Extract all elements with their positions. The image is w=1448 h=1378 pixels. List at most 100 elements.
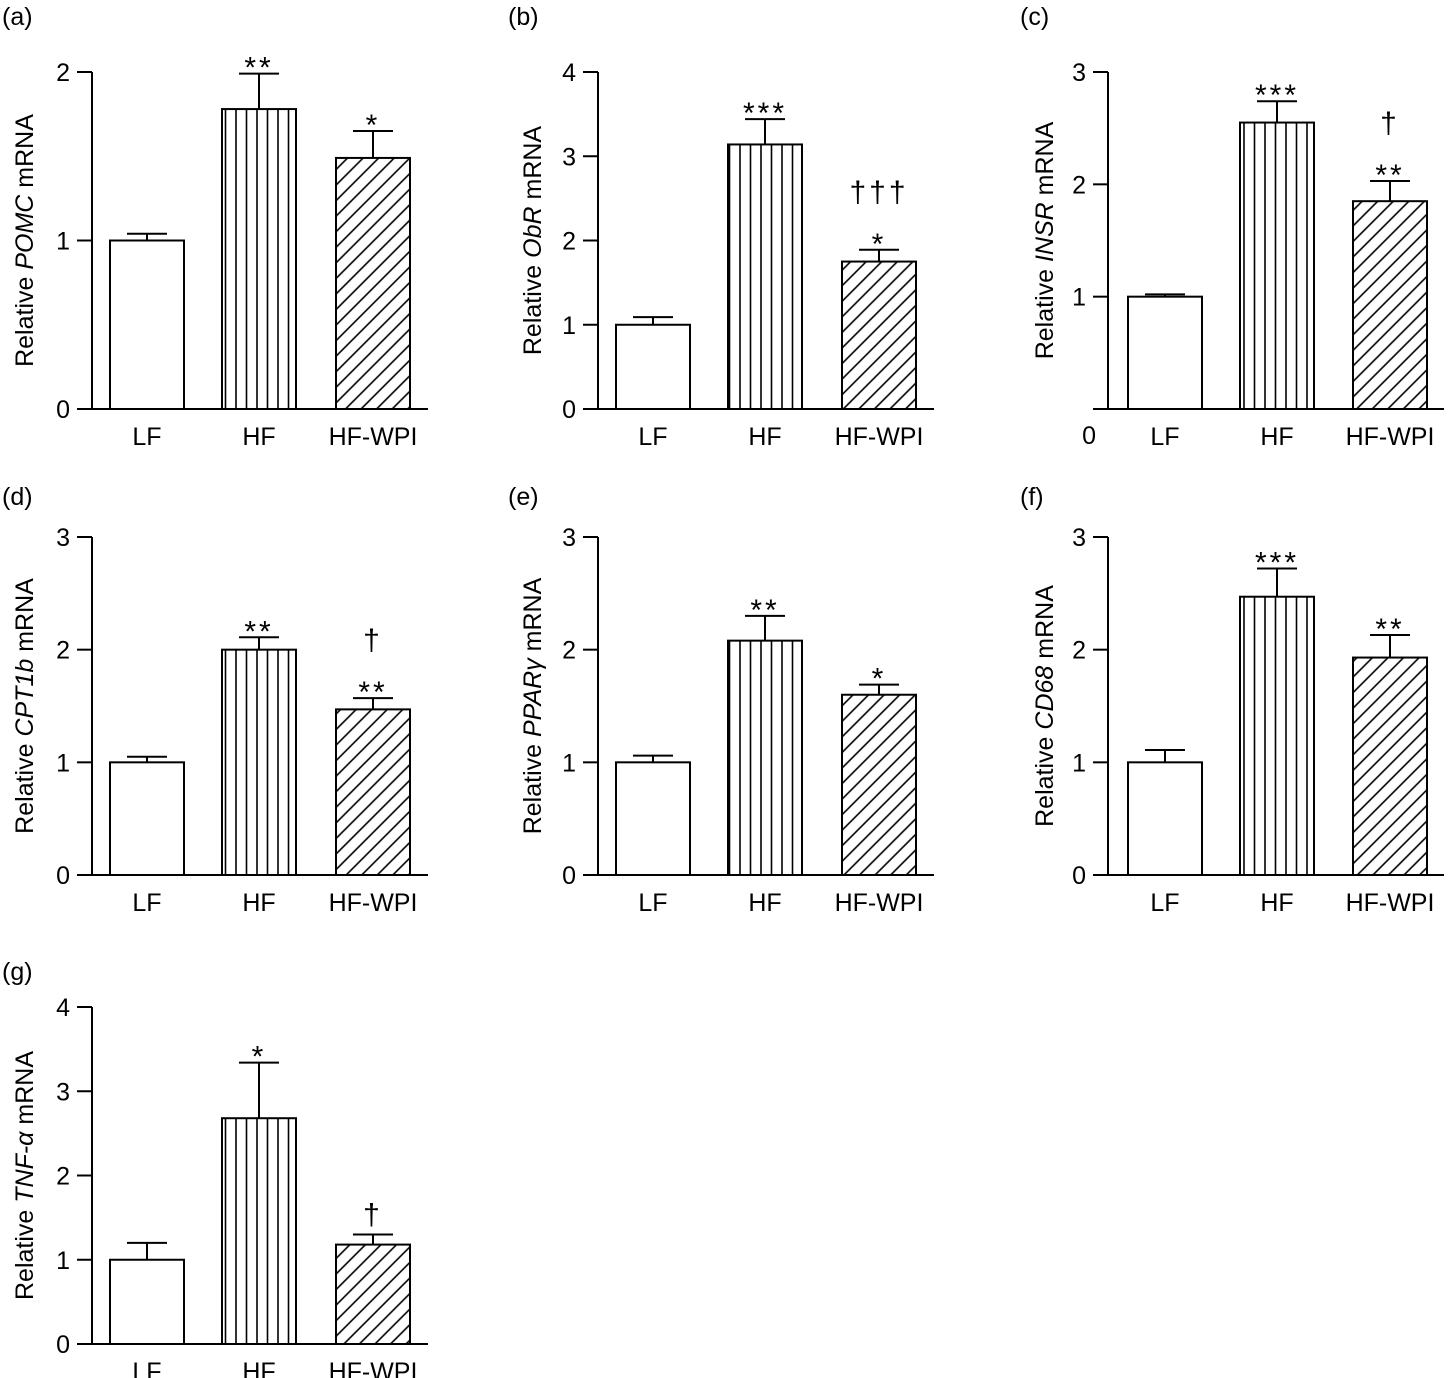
- y-tick-label: 3: [1072, 59, 1086, 87]
- x-category-label: HF-WPI: [835, 889, 924, 917]
- y-axis-title-suffix: mRNA: [11, 578, 39, 659]
- x-category-label: HF-WPI: [1346, 889, 1435, 917]
- bar-lf: [109, 1258, 185, 1345]
- y-axis-title-prefix: Relative: [1031, 262, 1059, 359]
- y-tick-label: 0: [562, 862, 576, 890]
- y-tick-label: 1: [1072, 749, 1086, 777]
- x-category-label: HF: [1260, 889, 1293, 917]
- y-tick-label: 0: [56, 396, 70, 424]
- y-axis-title-gene: TNF-α: [11, 1131, 39, 1203]
- bar-lf: [1127, 761, 1203, 876]
- y-tick-label: 4: [562, 59, 576, 87]
- dagger-annotation: †: [363, 624, 383, 657]
- significance-annotation: **: [1375, 159, 1404, 192]
- y-axis-title: Relative TNF-α mRNA: [11, 1051, 39, 1300]
- y-tick-label: 2: [562, 228, 576, 256]
- panel-label: (a): [2, 3, 33, 31]
- panel-label: (c): [1020, 3, 1049, 31]
- x-category-label: HF: [1260, 423, 1293, 451]
- y-axis-title: Relative CD68 mRNA: [1031, 585, 1059, 827]
- bar-hf-wpi: [335, 708, 411, 876]
- chart-panel-d: (d) 0 1 2 3 Relative CPT1b mRNA LF ** HF ** † HF-WP…: [2, 483, 428, 917]
- x-category-label: LF: [132, 423, 161, 451]
- y-tick-label: 0: [1082, 422, 1096, 450]
- bar-hf: [1239, 121, 1315, 411]
- panel-label: (b): [508, 3, 539, 31]
- y-axis-title: Relative POMC mRNA: [11, 114, 39, 367]
- significance-annotation: **: [244, 52, 273, 85]
- y-tick-label: 3: [562, 524, 576, 552]
- y-axis-title-gene: POMC: [11, 194, 39, 270]
- y-tick-label: 1: [56, 228, 70, 256]
- x-category-label: LF: [132, 1358, 161, 1378]
- y-axis-title: Relative ObR mRNA: [519, 126, 547, 356]
- chart-panel-g: (g) 0 1 2 3 4 Relative TNF-α mRNA LF * HF † HF-WPI: [2, 958, 428, 1378]
- y-axis-title-suffix: mRNA: [1031, 121, 1059, 202]
- bar-lf: [109, 761, 185, 876]
- bar-hf: [727, 639, 803, 876]
- bar-hf-wpi: [841, 693, 917, 876]
- y-tick-label: 0: [1072, 862, 1086, 890]
- y-axis-title-prefix: Relative: [1031, 730, 1059, 827]
- bar-hf-wpi: [841, 260, 917, 410]
- significance-annotation: *: [872, 663, 887, 696]
- x-category-label: HF-WPI: [329, 1358, 418, 1378]
- x-category-label: HF-WPI: [835, 423, 924, 451]
- significance-annotation: **: [358, 676, 387, 709]
- y-tick-label: 3: [56, 1078, 70, 1106]
- x-category-label: LF: [638, 423, 667, 451]
- bar-hf-wpi: [335, 1243, 411, 1345]
- chart-panel-e: (e) 0 1 2 3 Relative PPARγ mRNA LF ** HF * HF-WPI: [508, 483, 934, 917]
- significance-annotation: *: [252, 1041, 267, 1074]
- x-category-label: HF: [242, 423, 275, 451]
- y-axis-title-suffix: mRNA: [11, 114, 39, 195]
- x-category-label: HF: [242, 1358, 275, 1378]
- panel-label: (d): [2, 483, 33, 511]
- y-tick-label: 1: [562, 312, 576, 340]
- y-axis-title-prefix: Relative: [519, 258, 547, 355]
- panel-label: (f): [1020, 483, 1044, 511]
- x-category-label: HF-WPI: [329, 423, 418, 451]
- y-tick-label: 0: [56, 1331, 70, 1359]
- y-axis-title-suffix: mRNA: [1031, 585, 1059, 666]
- x-category-label: HF-WPI: [1346, 423, 1435, 451]
- y-axis-title-prefix: Relative: [519, 737, 547, 834]
- y-axis-title-gene: ObR: [519, 206, 547, 257]
- bar-hf: [727, 143, 803, 411]
- y-tick-label: 1: [562, 749, 576, 777]
- chart-panel-f: (f) 0 1 2 3 Relative CD68 mRNA LF *** HF ** HF-WPI: [1020, 483, 1444, 917]
- y-axis-title-prefix: Relative: [11, 1203, 39, 1300]
- bar-lf: [1127, 295, 1203, 410]
- y-tick-label: 1: [56, 749, 70, 777]
- y-axis-title-gene: CD68: [1031, 666, 1059, 730]
- chart-panel-a: (a) 0 1 2 Relative POMC mRNA LF ** HF * HF-WPI: [2, 3, 428, 451]
- y-tick-label: 2: [56, 59, 70, 87]
- significance-annotation: **: [750, 594, 779, 627]
- bar-hf: [1239, 595, 1315, 876]
- y-axis-title-gene: PPARγ: [519, 657, 547, 737]
- x-category-label: HF: [748, 423, 781, 451]
- y-axis-title: Relative CPT1b mRNA: [11, 578, 39, 834]
- chart-panel-b: (b) 0 1 2 3 4 Relative ObR mRNA LF *** HF * ††† HF-W…: [508, 3, 934, 451]
- significance-annotation: *: [366, 109, 381, 142]
- significance-annotation: ***: [1255, 79, 1299, 112]
- y-axis-title-suffix: mRNA: [519, 577, 547, 658]
- x-category-label: LF: [132, 889, 161, 917]
- panel-label: (g): [2, 958, 33, 986]
- y-tick-label: 2: [1072, 637, 1086, 665]
- dagger-annotation: †: [363, 1198, 383, 1231]
- bar-hf-wpi: [1352, 656, 1428, 877]
- significance-annotation: **: [1375, 613, 1404, 646]
- significance-annotation: *: [872, 228, 887, 261]
- bar-lf: [109, 239, 185, 410]
- y-axis-title-prefix: Relative: [11, 737, 39, 834]
- x-category-label: LF: [1150, 423, 1179, 451]
- y-axis-title-gene: INSR: [1031, 202, 1059, 262]
- y-axis-title-gene: CPT1b: [11, 659, 39, 737]
- bar-hf: [221, 1117, 297, 1345]
- y-tick-label: 2: [1072, 171, 1086, 199]
- chart-panel-c: (c) 0 1 2 3 Relative INSR mRNA LF *** HF ** † HF-WP…: [1020, 3, 1444, 451]
- bar-hf: [221, 648, 297, 877]
- bar-lf: [615, 761, 691, 876]
